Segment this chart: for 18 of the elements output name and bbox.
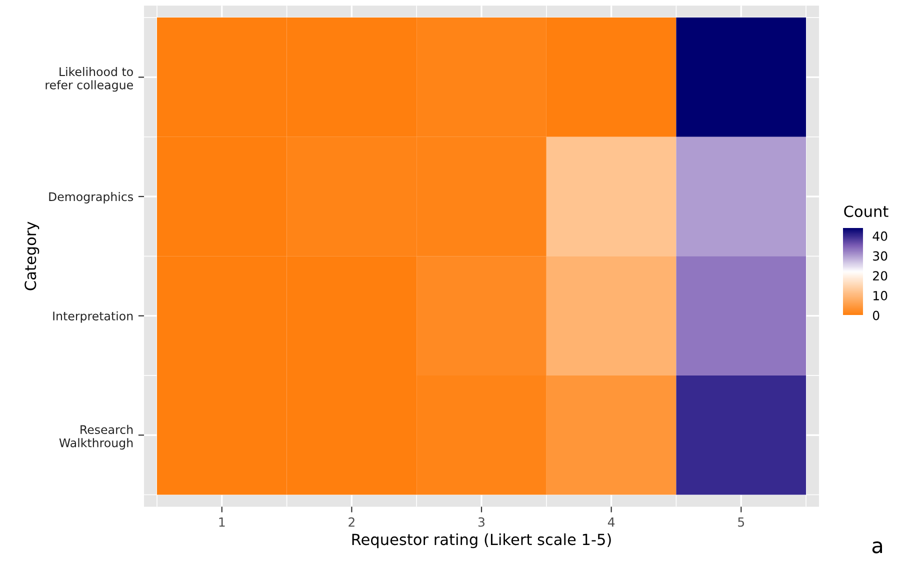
x-axis-title: Requestor rating (Likert scale 1-5) xyxy=(352,533,611,548)
color-bar-label: 30 xyxy=(873,251,888,261)
x-tick-label: 4 xyxy=(608,518,615,527)
color-bar-title: Count xyxy=(844,206,888,218)
color-bar-label: 20 xyxy=(873,271,888,281)
color-bar-label: 40 xyxy=(872,231,888,241)
y-tick-label: Research Walkthrough xyxy=(59,424,133,450)
y-tick-label: Interpretation xyxy=(53,311,133,323)
x-tick-label: 2 xyxy=(348,517,354,527)
x-tick-label: 5 xyxy=(738,518,744,527)
y-axis-title: Category xyxy=(24,222,40,290)
x-tick-label: 1 xyxy=(219,518,225,527)
x-tick-label: 3 xyxy=(478,517,484,527)
color-bar-label: 0 xyxy=(872,310,880,320)
y-tick-label: Demographics xyxy=(49,192,134,204)
color-bar-label: 10 xyxy=(874,290,888,300)
y-tick-label: Likelihood to refer colleague xyxy=(46,67,133,92)
text: a xyxy=(872,541,882,554)
